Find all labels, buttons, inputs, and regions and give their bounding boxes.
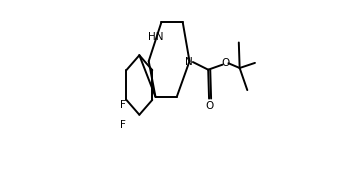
Text: O: O (205, 101, 213, 111)
Text: N: N (185, 57, 193, 67)
Text: F: F (120, 120, 126, 130)
Text: F: F (120, 100, 126, 109)
Text: O: O (222, 58, 230, 67)
Text: HN: HN (148, 32, 164, 42)
